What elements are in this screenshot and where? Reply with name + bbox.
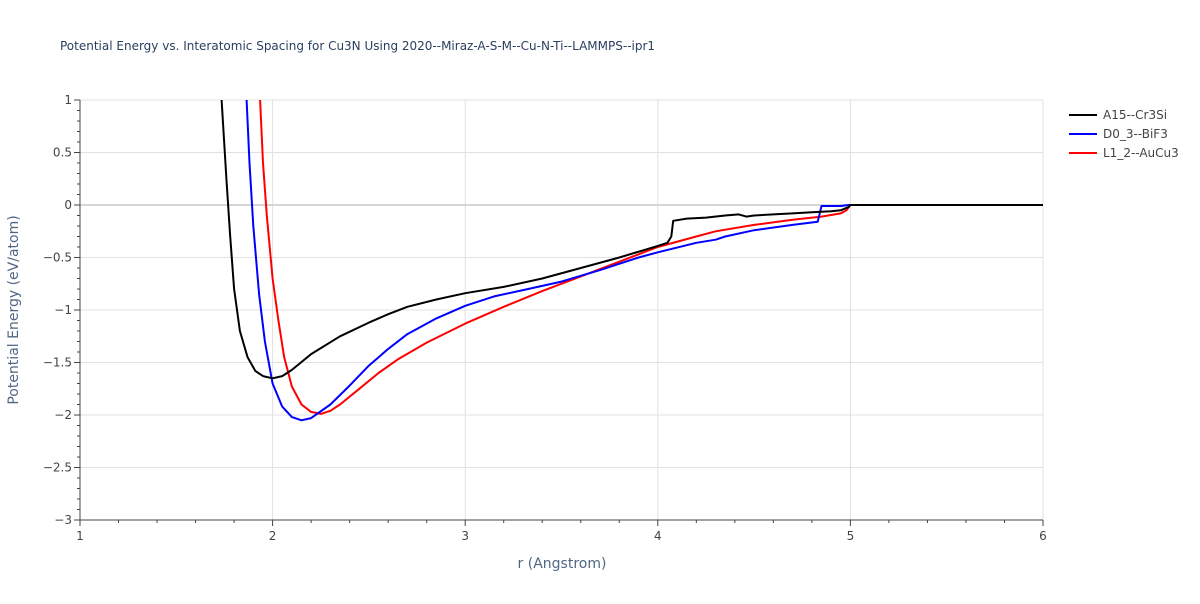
y-tick-label: 0.5 (53, 146, 72, 160)
x-tick-label: 6 (1039, 529, 1047, 543)
x-tick-label: 1 (76, 529, 84, 543)
series-line-0 (220, 100, 1043, 380)
x-tick-label: 5 (847, 529, 855, 543)
legend-label: D0_3--BiF3 (1103, 127, 1168, 141)
y-tick-label: −3 (54, 513, 72, 527)
x-axis-ticks: 1 2 3 4 5 6 (76, 520, 1047, 543)
y-tick-label: 0 (64, 198, 72, 212)
y-tick-label: −2.5 (43, 461, 72, 475)
x-tick-label: 3 (461, 529, 469, 543)
y-axis-title: Potential Energy (eV/atom) (6, 215, 22, 404)
y-tick-label: −2 (54, 408, 72, 422)
series-lines (220, 100, 1043, 422)
x-axis-title: r (Angstrom) (518, 556, 607, 572)
y-axis-ticks: 1 0.5 0 −0.5 −1 −1.5 −2 −2.5 −3 (43, 93, 80, 527)
legend-label: L1_2--AuCu3 (1103, 146, 1179, 160)
legend: A15--Cr3Si D0_3--BiF3 L1_2--AuCu3 (1069, 108, 1179, 160)
x-tick-label: 2 (269, 529, 277, 543)
y-tick-label: 1 (64, 93, 72, 107)
x-tick-label: 4 (654, 529, 662, 543)
grid-lines (79, 99, 1044, 521)
y-tick-label: −0.5 (43, 251, 72, 265)
y-tick-label: −1.5 (43, 356, 72, 370)
legend-label: A15--Cr3Si (1103, 108, 1167, 122)
series-line-1 (245, 100, 1043, 422)
y-tick-label: −1 (54, 303, 72, 317)
series-line-2 (259, 100, 1043, 415)
chart-title: Potential Energy vs. Interatomic Spacing… (60, 39, 655, 53)
